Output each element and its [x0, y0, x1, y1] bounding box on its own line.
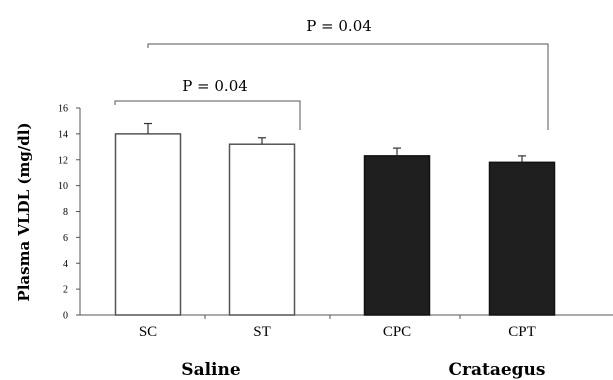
y-tick-label: 16: [58, 104, 68, 115]
y-tick-label: 10: [58, 181, 68, 192]
y-tick-label: 0: [63, 311, 68, 322]
category-label-sc: SC: [139, 324, 157, 340]
y-tick-label: 12: [58, 155, 68, 166]
bar-cpt: [488, 161, 556, 316]
p-value-label-1: P = 0.04: [182, 77, 248, 95]
category-label-cpc: CPC: [383, 324, 411, 340]
category-label-st: ST: [253, 324, 271, 340]
group-label-crataegus: Crataegus: [448, 360, 545, 380]
bar-cpc: [363, 155, 431, 316]
y-tick-label: 14: [58, 129, 68, 140]
y-tick-label: 8: [63, 207, 68, 218]
bars: [114, 122, 556, 316]
bar-sc: [114, 133, 182, 316]
y-axis-title: Plasma VLDL (mg/dl): [15, 122, 33, 301]
significance-bracket-1: [114, 100, 301, 130]
y-tick-label: 6: [63, 233, 68, 244]
category-label-cpt: CPT: [508, 324, 536, 340]
labels: SC ST CPC CPT Saline Crataegus P = 0.04 P = 0.0…: [114, 17, 549, 380]
p-value-label-2: P = 0.04: [306, 17, 372, 35]
bar-st: [228, 143, 296, 316]
significance-bracket-2: [147, 43, 549, 130]
y-tick-label: 2: [63, 285, 68, 296]
group-label-saline: Saline: [181, 360, 241, 380]
y-tick-label: 4: [63, 259, 68, 270]
